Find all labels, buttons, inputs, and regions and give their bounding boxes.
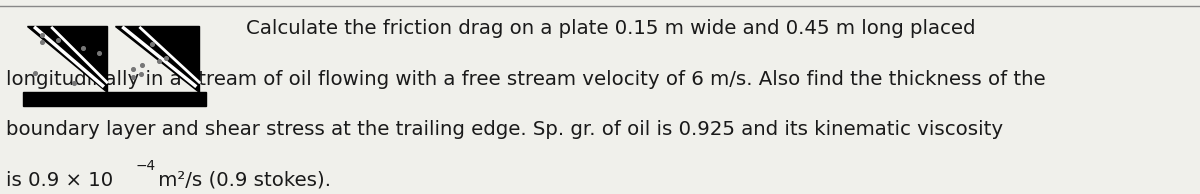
Text: longitudinally in a stream of oil flowing with a free stream velocity of 6 m/s. : longitudinally in a stream of oil flowin… <box>6 70 1045 89</box>
Point <box>124 75 143 78</box>
Point <box>32 40 52 43</box>
Polygon shape <box>23 92 205 106</box>
Point <box>74 46 94 49</box>
Text: m²/s (0.9 stokes).: m²/s (0.9 stokes). <box>152 171 331 190</box>
Text: Calculate the friction drag on a plate 0.15 m wide and 0.45 m long placed: Calculate the friction drag on a plate 0… <box>246 19 976 38</box>
Point <box>143 42 162 45</box>
Point <box>150 59 169 62</box>
Text: −4: −4 <box>136 159 156 173</box>
Point <box>132 72 151 75</box>
Polygon shape <box>115 26 199 92</box>
Point <box>124 68 143 71</box>
Point <box>90 52 109 55</box>
Point <box>65 81 84 84</box>
Point <box>48 38 67 41</box>
Point <box>32 33 52 36</box>
Text: is 0.9 × 10: is 0.9 × 10 <box>6 171 113 190</box>
Point <box>133 64 152 67</box>
Point <box>25 72 44 75</box>
Text: boundary layer and shear stress at the trailing edge. Sp. gr. of oil is 0.925 an: boundary layer and shear stress at the t… <box>6 120 1003 139</box>
Polygon shape <box>28 26 107 92</box>
Point <box>156 56 175 59</box>
